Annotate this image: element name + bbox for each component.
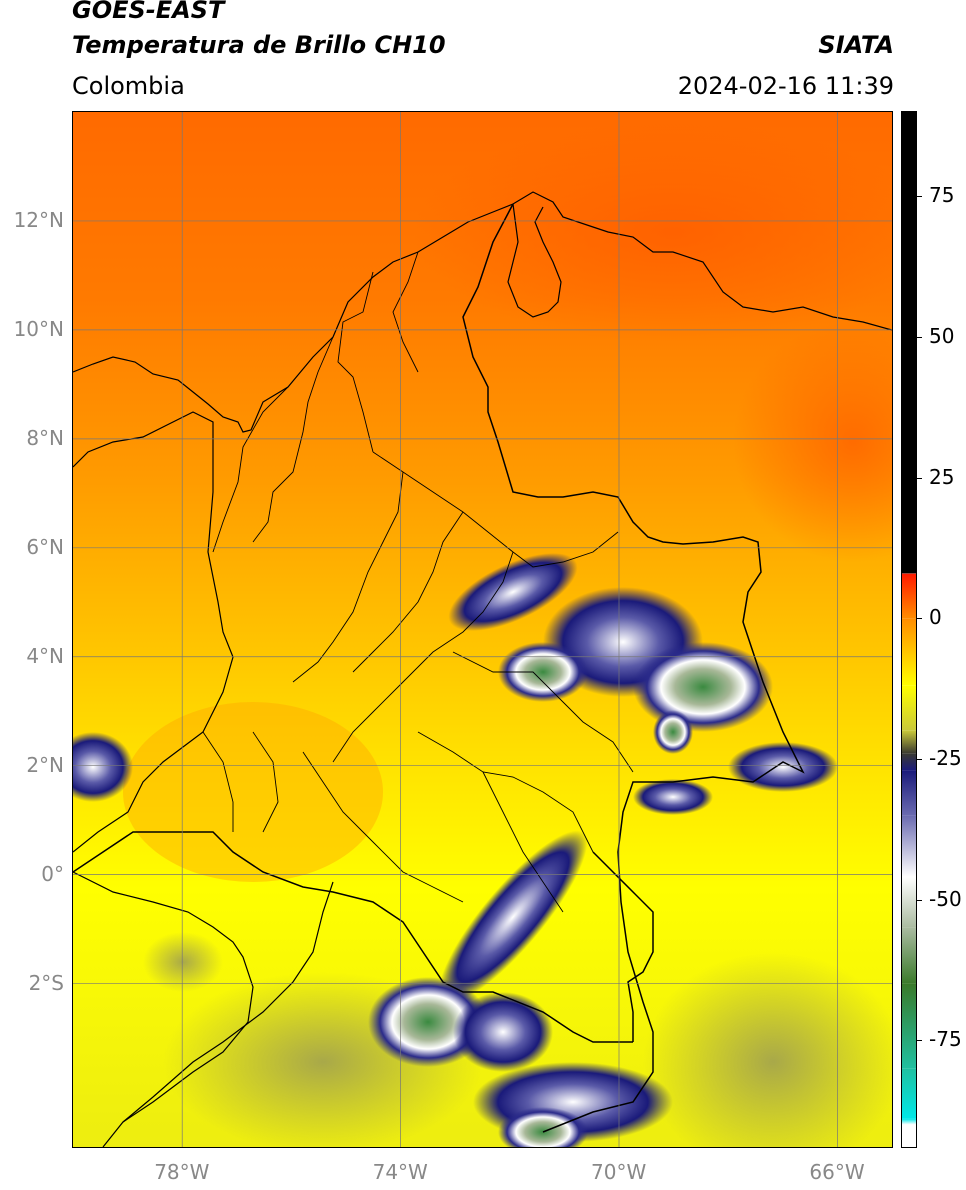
convective-cloud <box>633 642 773 732</box>
department-border <box>352 511 464 673</box>
latitude-tick-label: 10°N <box>13 316 64 341</box>
map-canvas <box>73 112 892 1147</box>
colorbar-band <box>902 1118 916 1125</box>
longitude-tick-label: 78°W <box>154 1160 210 1184</box>
colorbar-tick-label: 50 <box>929 324 955 348</box>
pacific-coast <box>73 411 234 853</box>
latitude-tick-label: 2°S <box>28 970 64 995</box>
cloud-haze <box>643 952 892 1147</box>
latitude-tick-label: 2°N <box>26 752 64 777</box>
warm-area <box>123 702 383 882</box>
longitude-tick-label: 70°W <box>591 1160 647 1184</box>
colorbar-band <box>902 685 916 731</box>
department-borders <box>202 251 634 913</box>
country-borders <box>73 203 805 1133</box>
convective-cloud <box>728 742 838 792</box>
product-title: Temperatura de Brillo CH10 <box>72 31 446 59</box>
warm-area <box>733 322 892 562</box>
colorbar-tick-mark <box>917 196 922 198</box>
gulf-coast <box>122 881 334 1123</box>
convective-cloud <box>633 779 713 815</box>
department-border <box>202 731 234 832</box>
temperature-colorbar <box>901 111 917 1148</box>
colorbar-tick-label: -75 <box>929 1027 962 1052</box>
department-border <box>252 731 279 833</box>
colorbar-band <box>902 112 916 574</box>
source-label: SIATA <box>818 31 894 59</box>
datetime-label: 2024-02-16 11:39 <box>677 72 894 100</box>
convective-cloud <box>498 1107 588 1147</box>
department-border <box>302 751 464 903</box>
warm-area <box>413 122 892 342</box>
colorbar-band <box>902 770 916 816</box>
colorbar-tick-label: -25 <box>929 745 962 770</box>
caribbean-coast <box>73 191 892 433</box>
colorbar-band <box>902 730 916 754</box>
colorbar-tick-label: -50 <box>929 886 962 911</box>
convective-cloud <box>453 992 553 1072</box>
brightness-temperature-map <box>72 111 893 1148</box>
department-border <box>392 251 419 373</box>
department-border <box>332 551 514 763</box>
department-border <box>337 271 374 453</box>
convective-cloud <box>653 710 693 754</box>
colorbar-tick-label: 25 <box>929 464 955 489</box>
latitude-tick-label: 4°N <box>26 643 64 668</box>
convective-cloud <box>448 553 578 631</box>
cloud-haze <box>143 932 223 992</box>
latitude-tick-label: 8°N <box>26 425 64 450</box>
colorbar-band <box>902 1068 916 1119</box>
colorbar-tick-mark <box>917 758 922 760</box>
colombia-ecuador-peru-border <box>73 831 633 1043</box>
lake-maracaibo-coast <box>507 203 562 318</box>
colorbar-tick-mark <box>917 337 922 338</box>
department-border <box>292 471 404 683</box>
longitude-tick-label: 74°W <box>372 1160 428 1184</box>
lat-lon-grid <box>73 112 892 1147</box>
colorbar-tick-mark <box>917 618 922 620</box>
colorbar-band <box>902 927 916 984</box>
convective-cloud <box>73 732 133 802</box>
latitude-tick-label: 12°N <box>13 207 64 232</box>
satellite-title: GOES-EAST <box>72 0 225 24</box>
colorbar-band <box>902 618 916 686</box>
department-border <box>252 336 334 543</box>
ecuador-coast <box>73 871 254 1147</box>
peru-brazil-border <box>592 851 654 1042</box>
colorbar-tick-mark <box>917 1040 922 1042</box>
colorbar-tick-label: 75 <box>929 183 955 208</box>
colombia-venezuela-border <box>462 203 805 1133</box>
colorbar-tick-mark <box>917 899 922 901</box>
colorbar-band <box>902 753 916 771</box>
department-border <box>482 771 564 913</box>
coastlines <box>73 191 892 1147</box>
department-border <box>417 731 594 853</box>
department-border <box>372 451 619 568</box>
colorbar-band <box>902 983 916 1069</box>
colorbar-band <box>902 877 916 928</box>
colorbar-band <box>902 815 916 877</box>
colorbar-tick-mark <box>917 477 922 479</box>
longitude-tick-label: 66°W <box>809 1160 865 1184</box>
region-label: Colombia <box>72 72 185 100</box>
latitude-tick-label: 0° <box>41 861 64 886</box>
convective-cloud <box>438 830 588 1004</box>
colorbar-band <box>902 573 916 619</box>
latitude-tick-label: 6°N <box>26 534 64 559</box>
colorbar-band <box>902 1124 916 1147</box>
colorbar-band <box>902 573 916 574</box>
department-border <box>452 651 634 773</box>
colorbar-tick-label: 0 <box>929 605 942 630</box>
department-border <box>212 386 289 553</box>
colorbar-bands <box>902 112 916 1147</box>
